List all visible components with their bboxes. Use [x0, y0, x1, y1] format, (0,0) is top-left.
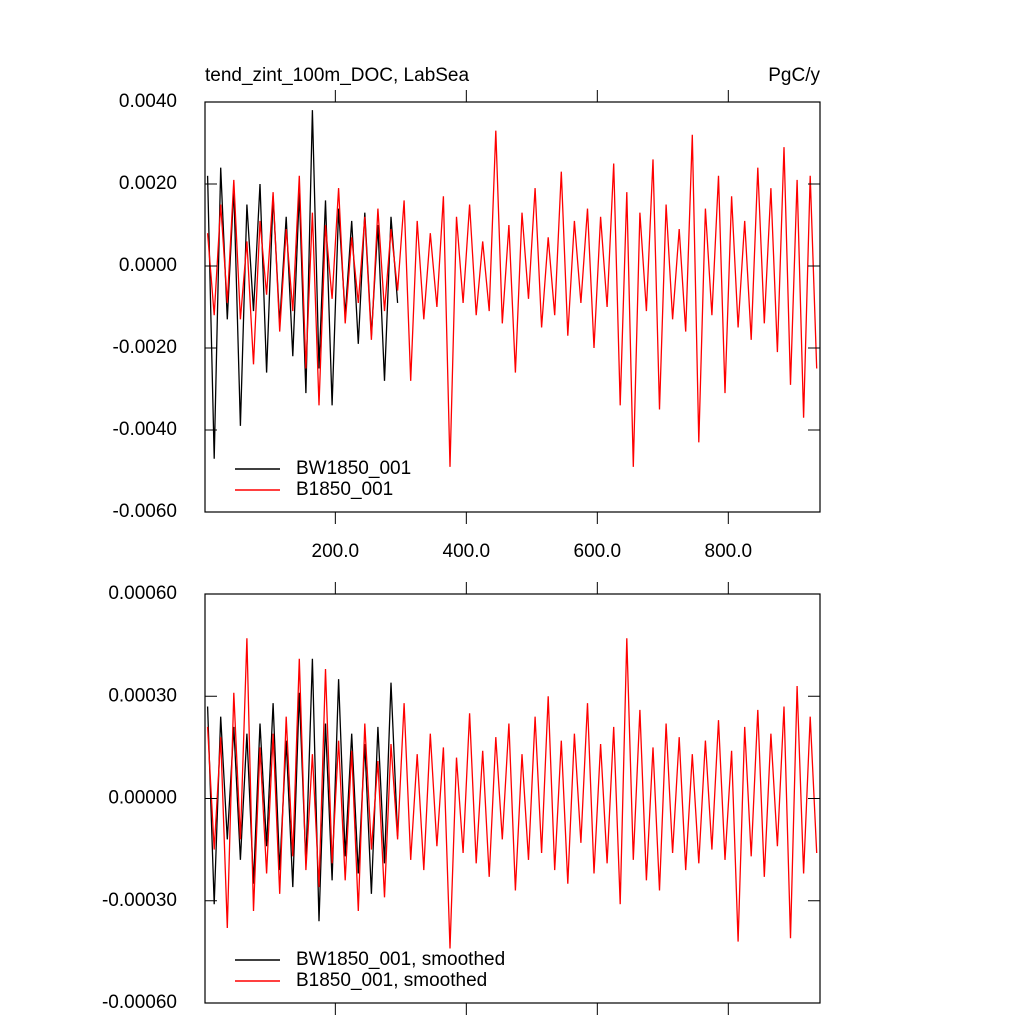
y-tick-label: -0.0020 [113, 337, 177, 358]
plot-frame [204, 593, 821, 1004]
y-tick-label: -0.0060 [113, 501, 177, 522]
x-tick-label: 800.0 [705, 541, 753, 562]
title-left: tend_zint_100m_DOC, LabSea [205, 65, 469, 86]
x-tick-label: 400.0 [443, 541, 491, 562]
y-tick-label: -0.00060 [102, 992, 177, 1013]
y-tick-label: 0.00060 [108, 583, 177, 604]
y-tick-label: 0.00000 [108, 788, 177, 809]
y-tick-label: -0.0040 [113, 419, 177, 440]
y-tick-label: 0.0020 [119, 173, 177, 194]
x-tick-label: 600.0 [574, 541, 622, 562]
legend-label: BW1850_001 [296, 458, 411, 479]
title-right: PgC/y [768, 65, 820, 86]
legend-label: BW1850_001, smoothed [296, 949, 505, 970]
plot-frame [204, 101, 821, 513]
series-line [206, 658, 399, 922]
y-tick-label: 0.0000 [119, 255, 177, 276]
legend-label: B1850_001, smoothed [296, 970, 487, 991]
series-line [206, 130, 818, 467]
y-tick-label: 0.0040 [119, 91, 177, 112]
y-tick-label: 0.00030 [108, 685, 177, 706]
series-line [206, 638, 818, 949]
y-tick-label: -0.00030 [102, 890, 177, 911]
x-tick-label: 200.0 [312, 541, 360, 562]
legend-label: B1850_001 [296, 479, 393, 500]
